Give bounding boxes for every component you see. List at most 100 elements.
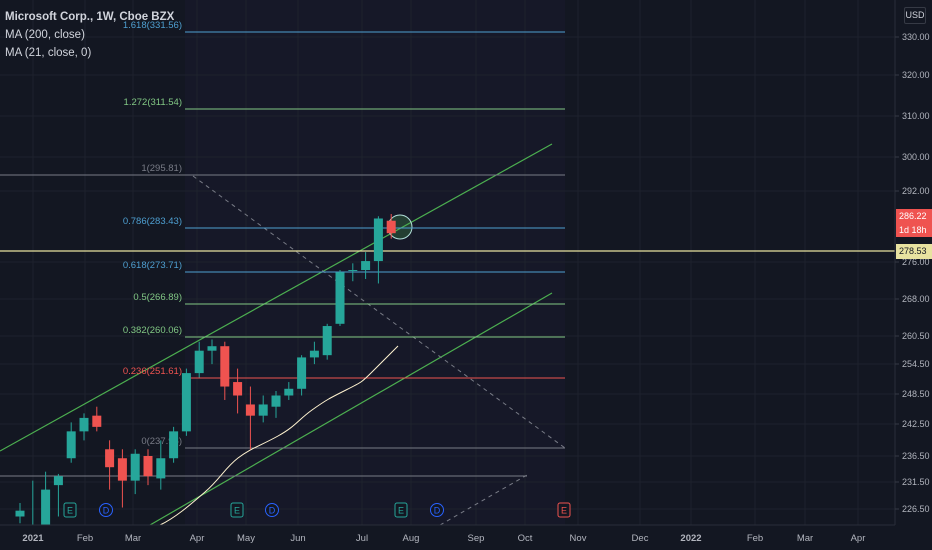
time-tick-label: Nov [570,533,587,544]
price-tick-label: 320.00 [902,70,930,80]
earnings-marker[interactable]: E [230,502,244,518]
candle[interactable] [143,449,153,486]
fib-level-label: 0.786(283.43) [123,216,182,227]
candle-body [220,346,230,387]
time-tick-label: Apr [851,533,866,544]
candle[interactable] [220,341,230,400]
candle[interactable] [169,426,179,463]
candle[interactable] [130,449,140,495]
candle[interactable] [194,341,204,378]
time-tick-label: Dec [632,533,649,544]
candle-body [105,449,115,468]
candle-body [271,395,281,407]
dividend-marker[interactable]: D [265,503,279,517]
candle-body [335,272,345,324]
candle[interactable] [181,368,191,436]
candle[interactable] [156,440,166,490]
candle-body [15,510,25,517]
candle-body [386,220,396,234]
candle-body [297,357,307,389]
current-price-tag: 286.22 1d 18h [896,209,932,237]
candle-body [258,404,268,416]
candle[interactable] [386,214,396,239]
candle[interactable] [361,252,371,279]
dividend-marker[interactable]: D [99,503,113,517]
time-axis-panel [0,525,932,550]
fib-level-label: 1(295.81) [141,163,182,174]
candle[interactable] [322,323,332,360]
currency-button[interactable]: USD [904,7,926,24]
candle-body [169,431,179,459]
candle-body [117,458,127,481]
time-tick-label: Mar [125,533,141,544]
fib-level-label: 0.618(273.71) [123,260,182,271]
dividend-marker[interactable]: D [430,503,444,517]
candle[interactable] [105,440,115,490]
time-tick-label: Feb [77,533,93,544]
candle[interactable] [335,270,345,327]
time-tick-label: 2021 [22,533,44,544]
price-tick-label: 292.00 [902,186,930,196]
candle[interactable] [309,341,319,365]
fib-level-label: 0.382(260.06) [123,325,182,336]
earnings-marker[interactable]: E [394,502,408,518]
candle[interactable] [373,216,383,284]
price-tick-label: 254.50 [902,359,930,369]
candle-body [79,417,89,432]
candle-body [53,476,63,486]
countdown-label: 1d 18h [899,225,927,235]
price-tick-label: 242.50 [902,419,930,429]
candle[interactable] [92,406,102,432]
candle-body [233,382,243,396]
candle[interactable] [297,355,307,396]
event-marker-label: E [234,506,240,516]
fib-level-label: 0.236(251.61) [123,366,182,377]
time-tick-label: Mar [797,533,813,544]
candle[interactable] [117,449,127,508]
candle-body [309,350,319,358]
ma200-label[interactable]: MA (200, close) [5,29,85,41]
chart-legend: Microsoft Corp., 1W, Cboe BZX MA (200, c… [5,8,174,62]
price-tick-label: 300.00 [902,152,930,162]
channel-lower-line[interactable] [149,292,553,526]
channel-upper-line[interactable] [0,143,553,452]
symbol-title[interactable]: Microsoft Corp., 1W, Cboe BZX [5,11,175,23]
candle[interactable] [79,413,89,441]
price-tick-label: 231.50 [902,477,930,487]
hline-price-tag: 278.53 [896,244,932,259]
candle[interactable] [245,386,255,450]
time-tick-label: Jul [356,533,368,544]
candle-body [143,456,153,477]
candle[interactable] [271,391,281,418]
candle[interactable] [284,382,294,400]
earnings-marker[interactable]: E [63,502,77,518]
candle-body [361,261,371,271]
candle[interactable] [233,368,243,414]
current-price-value: 286.22 [899,211,927,221]
price-tick-label: 310.00 [902,111,930,121]
price-tick-label: 260.50 [902,331,930,341]
dashed-trend-line-2[interactable] [439,474,528,526]
earnings-marker[interactable]: E [557,502,571,518]
candle-body [245,404,255,416]
dashed-trend-line[interactable] [192,175,566,449]
price-tick-label: 330.00 [902,32,930,42]
candle-body [181,373,191,432]
price-tick-label: 276.00 [902,257,930,267]
candle[interactable] [207,339,217,365]
candle[interactable] [15,503,25,524]
time-tick-label: Aug [403,533,420,544]
candle-body [130,453,140,481]
candle[interactable] [66,422,76,463]
candles [15,214,396,550]
event-marker-label: D [434,506,441,516]
ma21-label[interactable]: MA (21, close, 0) [5,47,92,59]
candle[interactable] [53,473,63,517]
candle-body [41,489,51,544]
event-marker-label: D [269,506,276,516]
candle[interactable] [348,263,358,282]
candle[interactable] [258,395,268,423]
